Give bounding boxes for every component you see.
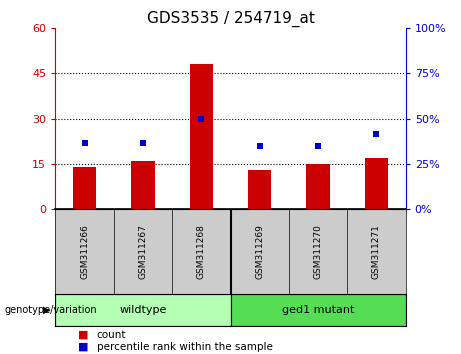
Text: ged1 mutant: ged1 mutant: [282, 305, 354, 315]
Bar: [230, 294, 406, 326]
Bar: [189, 64, 213, 209]
Text: ■: ■: [78, 342, 89, 352]
Text: GSM311269: GSM311269: [255, 224, 264, 279]
Text: ■: ■: [78, 330, 89, 339]
Text: ▶: ▶: [43, 305, 51, 315]
Text: genotype/variation: genotype/variation: [5, 305, 97, 315]
Bar: [365, 158, 388, 209]
Text: GSM311267: GSM311267: [138, 224, 148, 279]
Bar: [307, 164, 330, 209]
Bar: [73, 167, 96, 209]
Text: percentile rank within the sample: percentile rank within the sample: [97, 342, 273, 352]
Bar: [248, 170, 272, 209]
Title: GDS3535 / 254719_at: GDS3535 / 254719_at: [147, 11, 314, 27]
Text: count: count: [97, 330, 126, 339]
Text: GSM311270: GSM311270: [313, 224, 323, 279]
Text: GSM311271: GSM311271: [372, 224, 381, 279]
Text: GSM311266: GSM311266: [80, 224, 89, 279]
Text: wildtype: wildtype: [119, 305, 166, 315]
Bar: [131, 161, 154, 209]
Bar: [55, 294, 230, 326]
Text: GSM311268: GSM311268: [197, 224, 206, 279]
